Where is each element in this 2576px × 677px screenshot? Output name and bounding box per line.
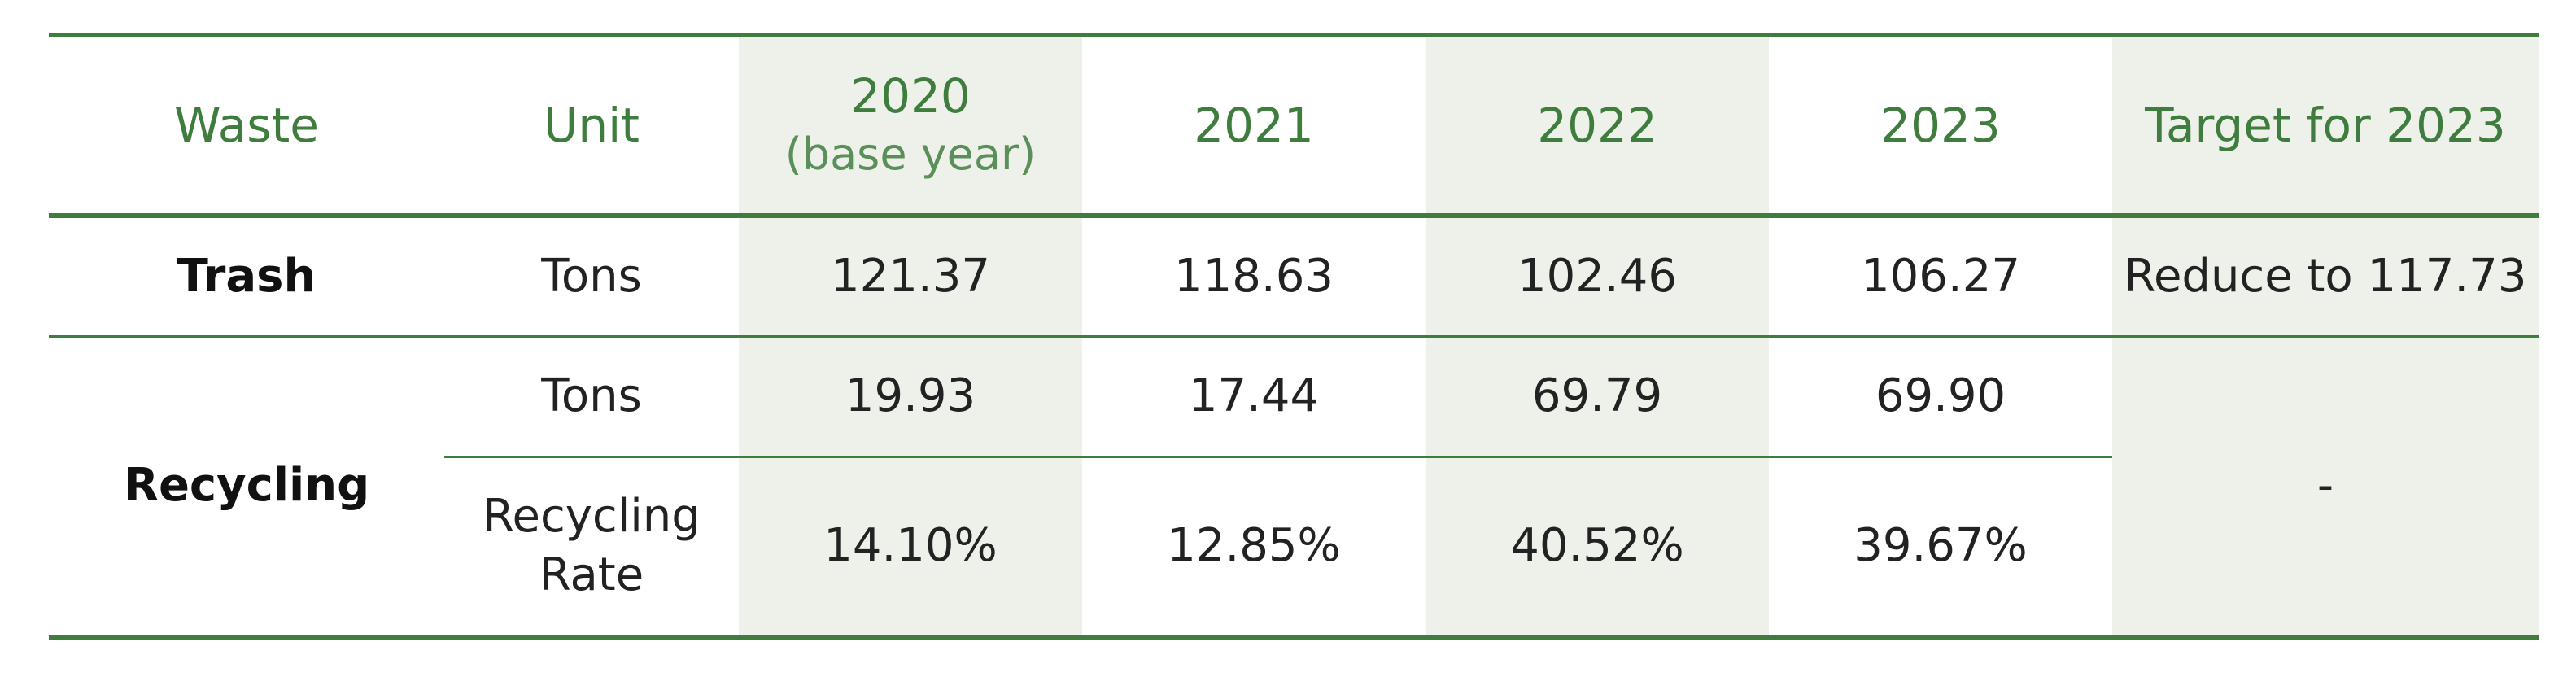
trash-2020: 121.37 (739, 216, 1082, 338)
waste-table: Waste Unit 2020 (base year) 2021 2022 20… (49, 33, 2539, 640)
row-label-trash: Trash (49, 216, 444, 338)
unit-recycling-rate-line1: Recycling (482, 490, 701, 544)
unit-recycling-tons: Tons (444, 336, 739, 458)
unit-recycling-rate-line2: Rate (539, 548, 644, 602)
recycling-target: - (2112, 336, 2539, 640)
header-2023: 2023 (1769, 33, 2112, 218)
table-row-recycling-rate: Recycling Rate 14.10% 12.85% 40.52% 39.6… (49, 456, 2539, 640)
trash-2023: 106.27 (1769, 216, 2112, 338)
header-2021: 2021 (1082, 33, 1426, 218)
header-2020-year: 2020 (850, 68, 971, 124)
recycling-tons-2021: 17.44 (1082, 336, 1426, 458)
recycling-rate-2021: 12.85% (1082, 456, 1426, 640)
recycling-rate-2020: 14.10% (739, 456, 1082, 640)
header-2022: 2022 (1426, 33, 1769, 218)
table-header: Waste Unit 2020 (base year) 2021 2022 20… (49, 33, 2539, 218)
header-target: Target for 2023 (2112, 33, 2539, 218)
row-label-recycling: Recycling (49, 336, 444, 640)
recycling-tons-2020: 19.93 (739, 336, 1082, 458)
trash-2022: 102.46 (1426, 216, 1769, 338)
trash-2021: 118.63 (1082, 216, 1426, 338)
header-waste: Waste (49, 33, 444, 218)
recycling-rate-2023: 39.67% (1769, 456, 2112, 640)
recycling-tons-2023: 69.90 (1769, 336, 2112, 458)
unit-trash: Tons (444, 216, 739, 338)
header-row: Waste Unit 2020 (base year) 2021 2022 20… (49, 33, 2539, 218)
header-2020: 2020 (base year) (739, 33, 1082, 218)
trash-target: Reduce to 117.73 (2112, 216, 2539, 338)
header-unit: Unit (444, 33, 739, 218)
table-body: Trash Tons 121.37 118.63 102.46 106.27 R… (49, 216, 2539, 640)
table-row-trash: Trash Tons 121.37 118.63 102.46 106.27 R… (49, 216, 2539, 338)
recycling-rate-2022: 40.52% (1426, 456, 1769, 640)
table-row-recycling-tons: Recycling Tons 19.93 17.44 69.79 69.90 - (49, 336, 2539, 640)
header-2020-note: (base year) (784, 129, 1037, 180)
recycling-tons-2022: 69.79 (1426, 336, 1769, 458)
unit-recycling-rate: Recycling Rate (444, 456, 739, 640)
